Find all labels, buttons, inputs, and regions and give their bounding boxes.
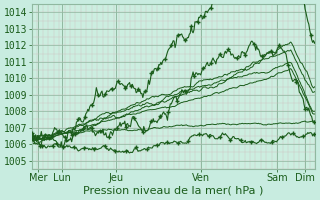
X-axis label: Pression niveau de la mer( hPa ): Pression niveau de la mer( hPa ) [84,186,264,196]
